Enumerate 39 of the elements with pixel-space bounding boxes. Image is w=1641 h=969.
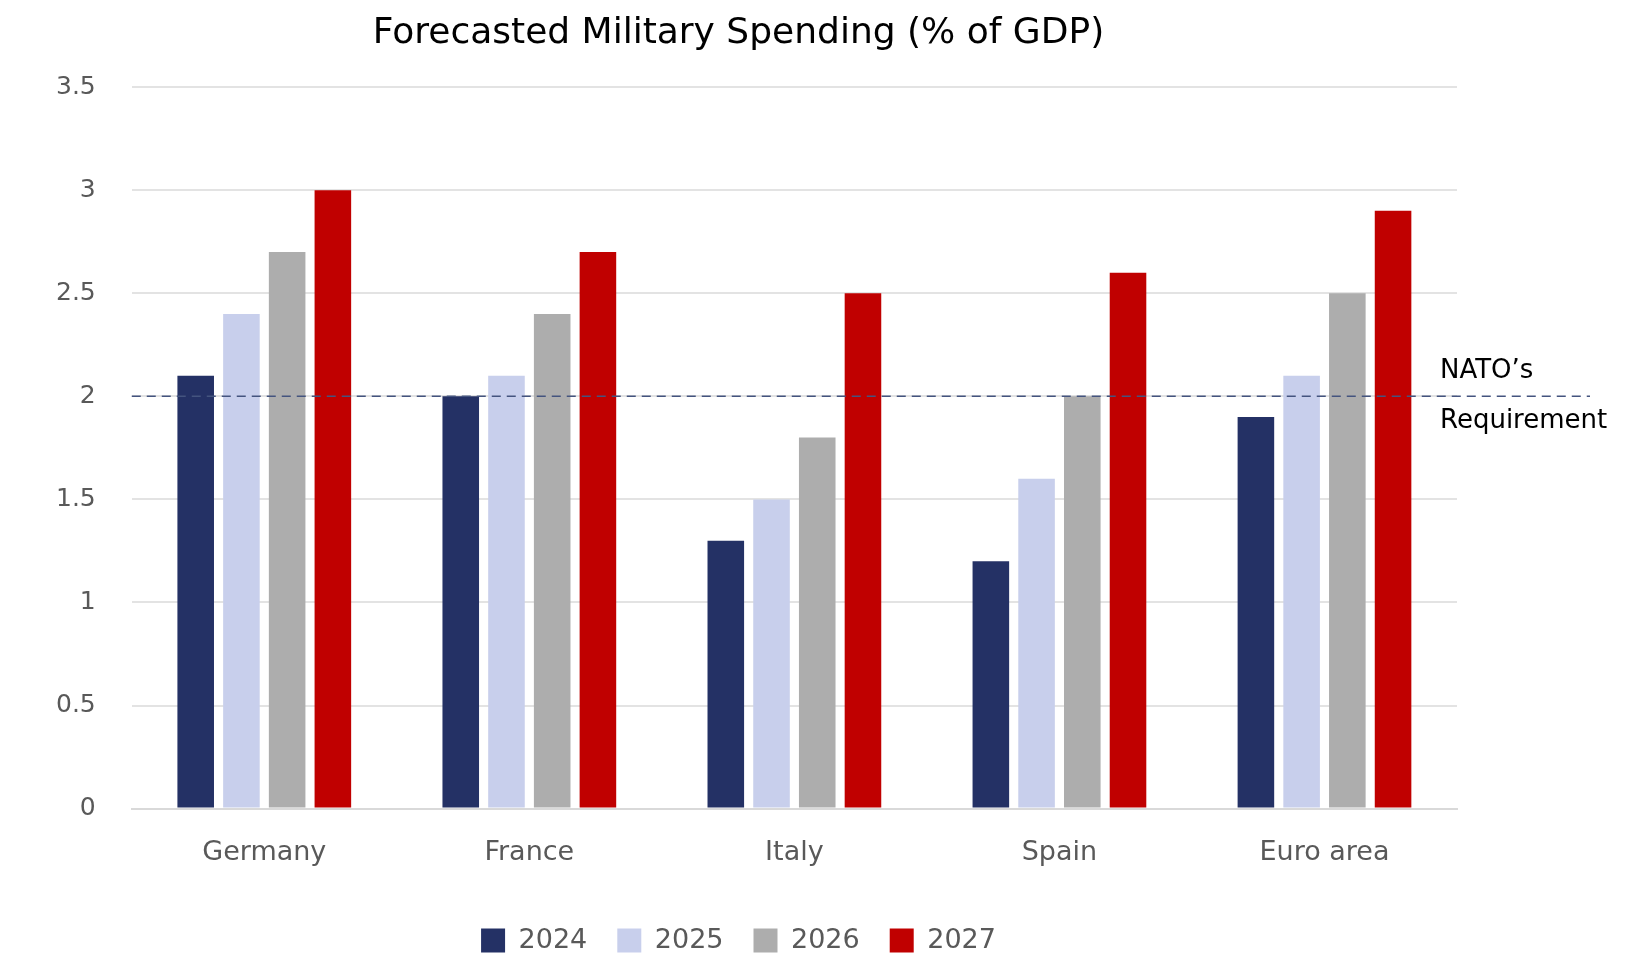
x-tick-label: Italy [765,834,824,866]
bar [533,313,571,808]
bar [798,437,836,808]
legend-label: 2027 [927,922,996,954]
x-tick-label: Germany [202,834,327,866]
y-tick-label: 3.5 [55,70,96,100]
legend-label: 2026 [791,922,860,954]
bar [1064,396,1101,808]
bar [1018,478,1055,808]
bar [1329,293,1366,808]
ref-line-label: NATO’s Requirement [1440,354,1608,435]
bar [442,396,480,808]
bar [972,561,1010,808]
y-tick-label: 1 [79,585,96,615]
x-tick-label: France [484,834,575,866]
bar [177,375,214,808]
y-tick-label: 2.5 [55,276,96,306]
chart-title: Forecasted Military Spending (% of GDP) [372,9,1105,51]
bar [1374,210,1412,808]
bar [1237,416,1275,808]
legend-label: 2025 [654,922,724,954]
bar [753,499,790,808]
y-tick-label: 0.5 [55,689,96,719]
x-tick-label: Spain [1021,834,1098,866]
y-tick-label: 2 [79,379,96,409]
bar [268,252,306,808]
bar [1109,272,1147,808]
bar [844,293,882,808]
bar [1283,375,1320,808]
bar [314,190,352,808]
bar [579,252,617,808]
legend-label: 2024 [518,922,588,954]
y-tick-label: 1.5 [55,482,96,512]
bar [707,540,745,808]
y-tick-label: 0 [79,792,96,822]
bar [488,375,525,808]
x-tick-label: Euro area [1259,834,1390,866]
bar [223,313,260,808]
y-tick-label: 3 [79,173,96,203]
